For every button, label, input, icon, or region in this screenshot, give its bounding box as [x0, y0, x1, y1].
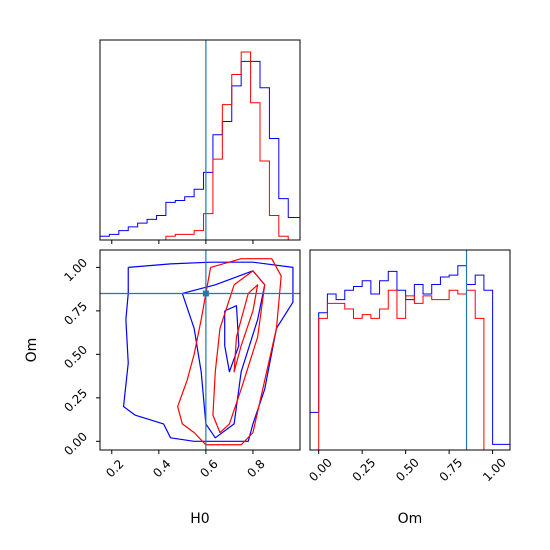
h0-om-contour-ticks: 0.2 0.4 0.6 0.8 0.00 0.25 0.50 0.75 1.00	[61, 256, 267, 481]
h0-xtick-label-2: 0.4	[150, 457, 173, 480]
om-ytick-label-2: 0.25	[61, 386, 90, 415]
om-ytick-label-5: 1.00	[61, 256, 90, 285]
contour-series-2-level-3	[233, 284, 259, 373]
om-ytick-label-1: 0.00	[61, 429, 90, 458]
contour-series-1-level-1	[122, 261, 294, 442]
contour-lines-group	[100, 250, 300, 450]
h0-om-contour-panel: 0.2 0.4 0.6 0.8 0.00 0.25 0.50 0.75 1.00 H0 Om	[24, 249, 301, 527]
om-hist-xtick-label-5: 1.00	[480, 455, 509, 484]
om-hist-xtick-label-3: 0.50	[393, 455, 422, 484]
h0-xtick-label-4: 0.8	[244, 457, 267, 480]
h0-xtick-label-1: 0.2	[103, 457, 126, 480]
contour-series-1-level-2	[181, 270, 266, 439]
h0-axis-label: H0	[190, 511, 209, 527]
contour-series-1-level-3	[224, 305, 240, 373]
h0-hist-series-1-step	[99, 60, 301, 240]
h0-histogram-panel	[99, 39, 301, 244]
h0-xtick-label-3: 0.6	[197, 457, 220, 480]
om-axis-label: Om	[24, 338, 40, 363]
om-histogram-ticks: 0.00 0.25 0.50 0.75 1.00	[306, 450, 509, 484]
h0-histogram-plot-area	[99, 40, 301, 241]
om-ytick-label-3: 0.50	[61, 343, 90, 372]
om-hist-xtick-label-1: 0.00	[306, 455, 335, 484]
om-hist-xtick-label-4: 0.75	[437, 455, 466, 484]
om-hist-xtick-label-2: 0.25	[350, 455, 379, 484]
truth-point-marker	[202, 290, 209, 297]
h0-histogram-frame	[99, 39, 301, 241]
om-histogram-frame	[309, 249, 511, 451]
h0-histogram-ticks	[111, 240, 254, 244]
h0-om-contour-plot-area	[100, 250, 300, 450]
om-histogram-panel: 0.00 0.25 0.50 0.75 1.00 Om	[306, 249, 511, 527]
om-ytick-label-4: 0.75	[61, 299, 90, 328]
om-histogram-plot-area	[309, 250, 511, 451]
contour-series-2-level-2	[212, 270, 266, 434]
contour-series-2-level-1	[177, 258, 282, 446]
om-hist-series-1-step	[309, 265, 511, 450]
h0-hist-series-2-step	[100, 51, 300, 241]
h0-om-contour-frame	[99, 249, 301, 451]
om-hist-series-2-step	[310, 289, 510, 451]
om-histogram-axis-label: Om	[398, 511, 423, 527]
